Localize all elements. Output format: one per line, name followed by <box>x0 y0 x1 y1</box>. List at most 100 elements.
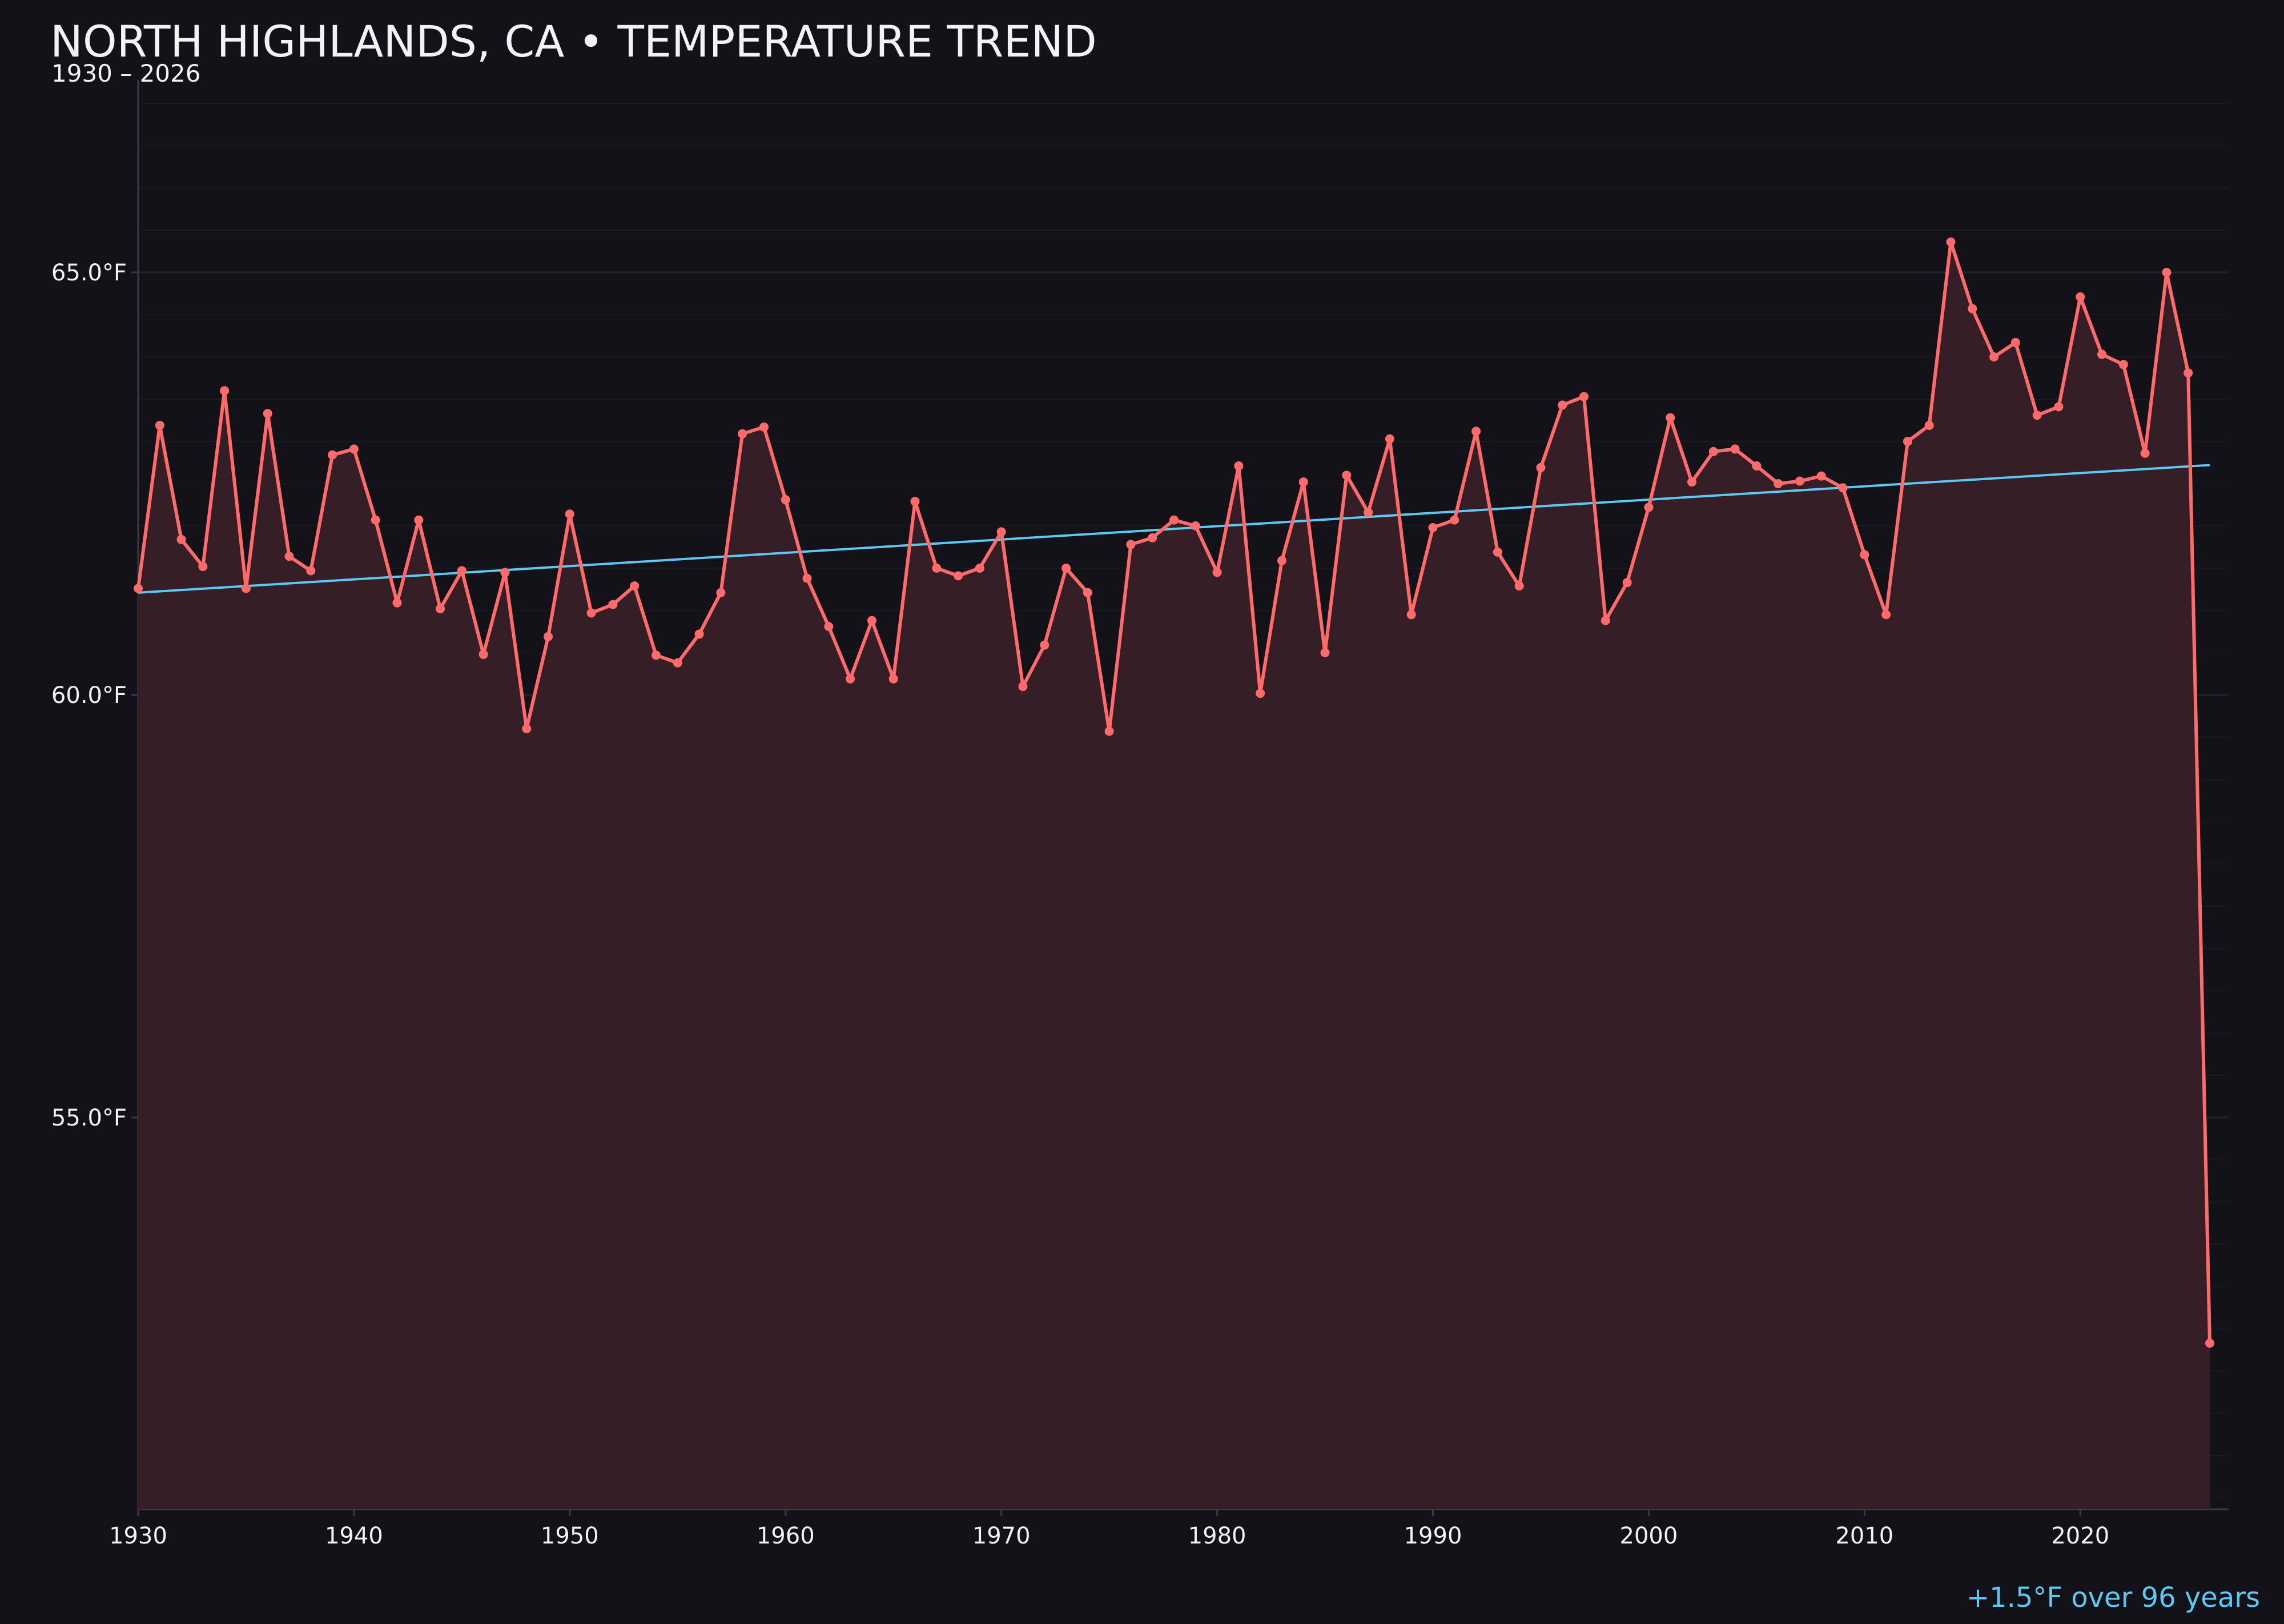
data-point <box>1924 420 1934 430</box>
x-tick-label: 1940 <box>325 1523 383 1549</box>
data-point <box>1946 237 1956 247</box>
data-point <box>1816 471 1826 481</box>
x-tick-label: 1990 <box>1404 1523 1462 1549</box>
data-point <box>888 674 898 684</box>
data-point <box>1428 522 1438 532</box>
data-point <box>328 450 337 460</box>
data-point <box>867 616 876 625</box>
data-point <box>1320 648 1330 657</box>
data-point <box>544 632 553 641</box>
data-point <box>608 600 618 609</box>
data-point <box>996 527 1006 537</box>
data-point <box>1795 476 1804 486</box>
data-point <box>2140 448 2150 458</box>
data-point <box>306 566 316 576</box>
data-point <box>500 568 510 577</box>
data-point <box>1385 434 1394 444</box>
data-point <box>1708 447 1718 456</box>
data-point <box>1968 304 1977 313</box>
data-point <box>954 571 963 581</box>
data-point <box>2010 337 2020 347</box>
data-point <box>565 509 574 519</box>
data-point <box>176 534 186 544</box>
data-point <box>1860 550 1869 560</box>
data-point <box>1169 515 1179 525</box>
x-tick-label: 2000 <box>1620 1523 1678 1549</box>
x-tick-label: 2020 <box>2051 1523 2109 1549</box>
data-point <box>910 497 920 507</box>
data-point <box>1450 515 1459 525</box>
data-point <box>1903 437 1912 446</box>
y-tick-label: 60.0°F <box>51 682 127 709</box>
data-point <box>371 515 380 525</box>
data-point <box>284 552 294 561</box>
data-point <box>932 564 942 573</box>
data-point <box>414 515 424 525</box>
data-point <box>457 566 467 576</box>
data-point <box>1148 533 1157 542</box>
y-tick-label: 55.0°F <box>51 1105 127 1131</box>
data-point <box>846 674 855 684</box>
data-point <box>1256 689 1265 698</box>
data-point <box>1406 610 1416 620</box>
data-point <box>241 584 251 593</box>
data-point <box>2118 360 2128 369</box>
data-point <box>1687 477 1696 487</box>
data-point <box>1212 568 1222 577</box>
x-tick-label: 1930 <box>109 1523 167 1549</box>
data-point <box>1558 400 1567 410</box>
area-fill <box>138 242 2210 1510</box>
data-point <box>1622 578 1632 588</box>
data-point <box>1471 427 1481 436</box>
data-point <box>1104 726 1114 736</box>
data-point <box>1881 610 1891 620</box>
data-point <box>198 562 208 572</box>
chart-subtitle: 1930 – 2026 <box>51 59 201 87</box>
data-point <box>673 658 682 668</box>
data-point <box>1644 503 1654 512</box>
data-point <box>1774 479 1783 488</box>
data-point <box>759 422 769 432</box>
data-point <box>1601 616 1610 625</box>
data-point <box>1234 461 1244 471</box>
data-point <box>220 386 230 396</box>
data-point <box>1018 682 1028 692</box>
data-point <box>1040 640 1049 650</box>
data-point <box>716 588 726 597</box>
data-point <box>392 598 402 608</box>
data-point <box>1514 581 1524 591</box>
data-point <box>1838 483 1848 493</box>
data-point <box>1277 556 1286 565</box>
data-point <box>738 429 747 439</box>
data-point <box>2162 268 2172 277</box>
data-point <box>1989 352 1999 361</box>
data-point <box>155 420 164 430</box>
data-point <box>2076 292 2085 302</box>
data-point <box>781 495 790 505</box>
x-tick-label: 1970 <box>972 1523 1031 1549</box>
data-point <box>1126 540 1136 549</box>
data-point <box>2032 411 2042 420</box>
data-point <box>1191 521 1200 530</box>
trend-annotation: +1.5°F over 96 years <box>1966 1582 2260 1614</box>
data-point <box>1752 461 1762 471</box>
x-tick-label: 1980 <box>1188 1523 1246 1549</box>
data-point <box>802 573 812 583</box>
data-point <box>2054 402 2064 412</box>
data-point <box>436 604 445 614</box>
data-point <box>630 581 640 591</box>
data-point <box>478 649 488 659</box>
data-point <box>134 584 143 593</box>
data-point <box>1061 564 1071 573</box>
data-point <box>1579 392 1589 401</box>
chart-title: NORTH HIGHLANDS, CA • TEMPERATURE TREND <box>50 16 1097 67</box>
data-point <box>1493 547 1502 557</box>
data-point <box>349 444 359 454</box>
x-tick-label: 1960 <box>757 1523 815 1549</box>
x-tick-label: 1950 <box>541 1523 599 1549</box>
data-point <box>2184 368 2193 378</box>
data-point <box>2097 349 2107 359</box>
x-tick-label: 2010 <box>1835 1523 1893 1549</box>
data-point <box>586 608 596 618</box>
